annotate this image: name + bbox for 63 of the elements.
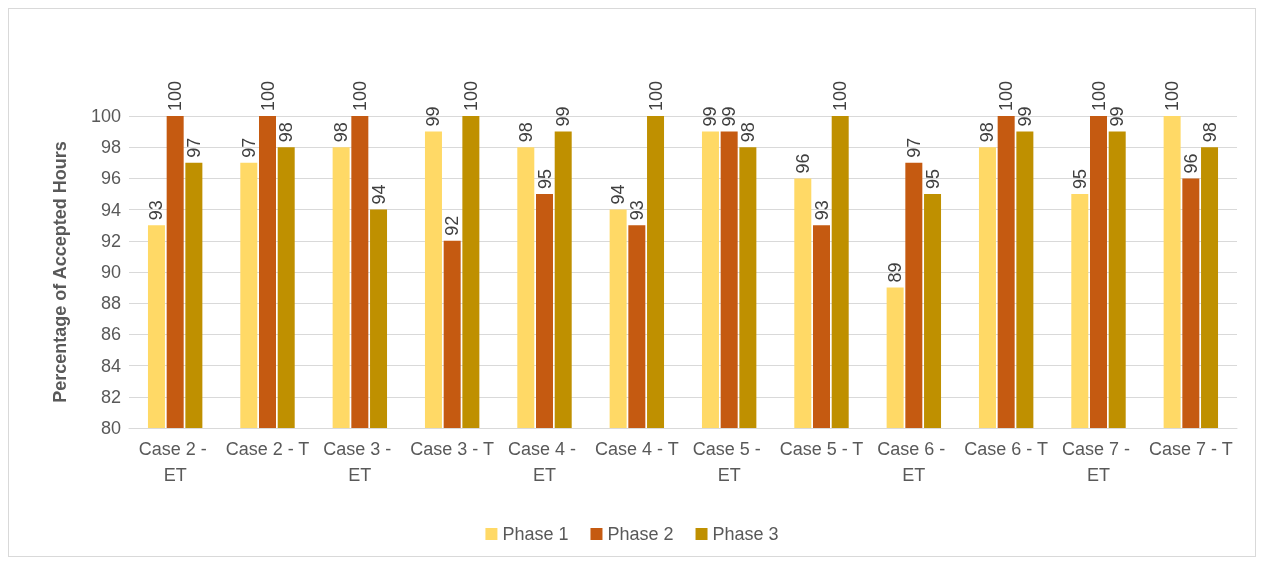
data-label: 97 — [238, 137, 259, 158]
y-tick-label: 96 — [100, 168, 121, 189]
legend-label: Phase 2 — [607, 524, 674, 544]
data-label: 98 — [515, 122, 536, 143]
x-tick-label: Case 3 - T — [410, 439, 495, 459]
data-label: 100 — [645, 80, 666, 111]
data-label: 99 — [553, 106, 574, 127]
data-label: 93 — [811, 200, 832, 221]
data-label: 98 — [977, 122, 998, 143]
y-tick-label: 84 — [100, 355, 121, 376]
x-tick-label: Case 6 - T — [964, 439, 1049, 459]
x-tick-label: Case 6 - ET — [877, 439, 951, 485]
legend-label: Phase 3 — [712, 524, 779, 544]
data-label: 95 — [922, 168, 943, 189]
x-tick-label: Case 2 - ET — [138, 439, 212, 485]
data-label: 100 — [460, 80, 481, 111]
y-tick-label: 90 — [100, 262, 121, 282]
data-label: 97 — [903, 137, 924, 158]
x-tick-label: Case 2 - T — [225, 439, 310, 459]
data-label: 92 — [442, 215, 463, 236]
data-label: 94 — [368, 184, 389, 205]
legend-label: Phase 1 — [502, 524, 569, 544]
data-label: 98 — [1199, 122, 1220, 143]
data-label: 100 — [165, 80, 186, 111]
data-label: 100 — [1088, 80, 1109, 111]
data-label: 94 — [608, 184, 629, 205]
data-label: 93 — [626, 200, 647, 221]
data-label: 100 — [830, 80, 851, 111]
y-tick-label: 100 — [90, 106, 121, 126]
data-label: 99 — [719, 106, 740, 127]
data-label: 99 — [423, 106, 444, 127]
x-tick-label: Case 7 - T — [1148, 439, 1233, 459]
y-tick-label: 82 — [100, 386, 121, 407]
data-label: 95 — [1069, 168, 1090, 189]
y-tick-label: 98 — [100, 137, 121, 158]
data-label: 95 — [534, 168, 555, 189]
y-tick-label: 86 — [100, 324, 121, 345]
y-tick-label: 94 — [100, 199, 121, 220]
data-label: 97 — [183, 137, 204, 158]
data-label: 99 — [1014, 106, 1035, 127]
y-tick-label: 88 — [100, 293, 121, 314]
y-tick-label: 92 — [100, 230, 121, 251]
x-tick-label: Case 7 - ET — [1061, 439, 1136, 485]
data-label: 93 — [146, 200, 167, 221]
data-label: 100 — [257, 80, 278, 111]
data-label: 100 — [349, 80, 370, 111]
x-tick-label: Case 4 - ET — [507, 439, 582, 485]
x-tick-label: Case 4 - T — [594, 439, 679, 459]
x-tick-label: Case 5 - ET — [692, 439, 766, 485]
data-label: 98 — [737, 122, 758, 143]
data-label: 99 — [1107, 106, 1128, 127]
y-tick-label: 80 — [100, 418, 121, 438]
data-label: 99 — [700, 106, 721, 127]
data-label: 96 — [1180, 153, 1201, 174]
data-label: 98 — [331, 122, 352, 143]
data-label: 89 — [885, 262, 906, 283]
data-label: 100 — [996, 80, 1017, 111]
data-label: 100 — [1162, 80, 1183, 111]
x-tick-label: Case 3 - ET — [323, 439, 397, 485]
y-axis-title: Percentage of Accepted Hours — [50, 141, 70, 403]
x-tick-label: Case 5 - T — [779, 439, 864, 459]
data-label: 98 — [276, 122, 297, 143]
data-label: 96 — [792, 153, 813, 174]
